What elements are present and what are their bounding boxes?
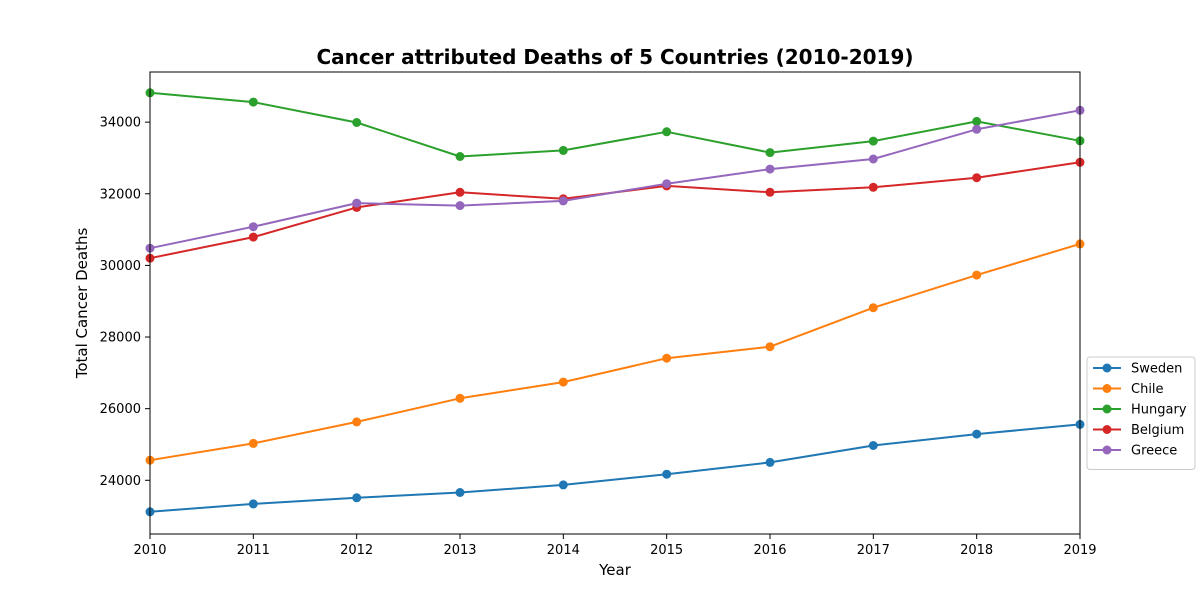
- series-line-sweden: [149, 423, 1081, 513]
- series-line-hungary: [149, 91, 1081, 158]
- data-point-greece-2018: [972, 124, 982, 134]
- series-line-chile: [149, 242, 1081, 462]
- data-point-sweden-2014: [558, 480, 568, 490]
- series-belgium: [145, 157, 1085, 263]
- data-point-greece-2016: [765, 164, 775, 174]
- series-sweden: [145, 419, 1085, 517]
- legend-swatch-marker: [1102, 363, 1112, 373]
- data-point-belgium-2011: [248, 232, 258, 242]
- series-line-belgium: [149, 161, 1081, 260]
- data-point-sweden-2011: [248, 499, 258, 509]
- data-point-chile-2015: [662, 353, 672, 363]
- y-tick-label: 24000: [100, 474, 141, 489]
- series-greece: [145, 105, 1085, 253]
- data-point-hungary-2012: [352, 118, 362, 127]
- data-point-hungary-2016: [765, 148, 775, 158]
- data-point-sweden-2012: [352, 493, 362, 503]
- x-tick-label: 2012: [340, 543, 373, 558]
- x-tick-label: 2019: [1063, 543, 1096, 558]
- legend-item-hungary: Hungary: [1093, 403, 1187, 418]
- x-tick-label: 2015: [650, 543, 683, 558]
- legend-item-belgium: Belgium: [1093, 423, 1184, 438]
- data-point-chile-2017: [868, 303, 878, 313]
- legend-item-chile: Chile: [1093, 382, 1164, 397]
- data-point-chile-2016: [765, 342, 775, 352]
- data-point-greece-2012: [352, 198, 362, 208]
- chart-title: Cancer attributed Deaths of 5 Countries …: [316, 45, 913, 69]
- legend-label: Belgium: [1131, 423, 1184, 438]
- axes-frame: [149, 71, 1081, 535]
- data-point-belgium-2017: [868, 182, 878, 192]
- legend-swatch-marker: [1102, 445, 1112, 455]
- data-point-greece-2013: [455, 201, 465, 211]
- y-axis-title: Total Cancer Deaths: [73, 228, 91, 380]
- legend-item-sweden: Sweden: [1093, 362, 1182, 377]
- data-point-greece-2017: [868, 154, 878, 164]
- y-tick-label: 28000: [100, 331, 141, 346]
- data-point-hungary-2014: [558, 145, 568, 155]
- data-point-belgium-2016: [765, 187, 775, 197]
- legend-label: Sweden: [1131, 362, 1182, 377]
- y-tick-label: 26000: [100, 402, 141, 417]
- x-tick-label: 2018: [960, 543, 993, 558]
- legend-label: Greece: [1131, 444, 1177, 459]
- data-point-sweden-2016: [765, 457, 775, 467]
- data-point-greece-2014: [558, 196, 568, 206]
- y-tick-label: 32000: [100, 187, 141, 202]
- data-point-hungary-2018: [972, 116, 982, 126]
- series-chile: [145, 239, 1085, 465]
- data-point-hungary-2015: [662, 127, 672, 137]
- data-point-hungary-2017: [868, 136, 878, 146]
- data-point-chile-2011: [248, 438, 258, 448]
- data-point-belgium-2018: [972, 173, 982, 183]
- legend-label: Chile: [1131, 382, 1164, 397]
- data-point-greece-2011: [248, 222, 258, 232]
- axes: 2010 2011 2012 2013 2014 2015 2016 2017 2018 2019…: [100, 71, 1097, 558]
- series-hungary: [145, 88, 1085, 161]
- x-tick-label: 2014: [547, 543, 580, 558]
- x-tick-label: 2010: [133, 543, 166, 558]
- data-point-hungary-2013: [455, 152, 465, 161]
- y-tick-label: 34000: [100, 116, 141, 131]
- data-point-sweden-2015: [662, 469, 672, 479]
- legend-swatch-marker: [1102, 404, 1112, 414]
- data-point-hungary-2011: [248, 97, 258, 107]
- x-tick-label: 2013: [443, 543, 476, 558]
- data-point-sweden-2018: [972, 429, 982, 439]
- x-axis-title: Year: [598, 561, 632, 579]
- data-point-sweden-2017: [868, 441, 878, 450]
- x-tick-label: 2011: [237, 543, 270, 558]
- data-point-sweden-2013: [455, 488, 465, 497]
- x-tick-label: 2017: [857, 543, 890, 558]
- plot-area: [145, 88, 1085, 517]
- data-point-belgium-2013: [455, 187, 465, 197]
- legend-box: [1086, 356, 1196, 470]
- data-point-chile-2018: [972, 270, 982, 280]
- legend-swatch-marker: [1102, 384, 1112, 393]
- legend-swatch-marker: [1102, 425, 1112, 434]
- data-point-greece-2015: [662, 179, 672, 189]
- x-tick-label: 2016: [753, 543, 786, 558]
- data-point-chile-2012: [352, 417, 362, 427]
- y-tick-label: 30000: [100, 259, 141, 274]
- legend: Sweden Chile Hungary Belgium Greece: [1086, 356, 1196, 470]
- data-point-chile-2013: [455, 393, 465, 403]
- data-point-chile-2014: [558, 377, 568, 387]
- legend-label: Hungary: [1131, 403, 1187, 418]
- legend-item-greece: Greece: [1093, 444, 1177, 459]
- series-line-greece: [149, 109, 1081, 250]
